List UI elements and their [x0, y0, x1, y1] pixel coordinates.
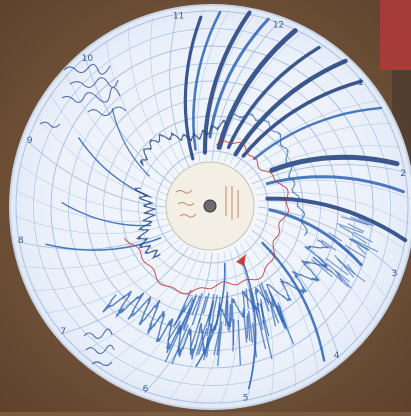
rim-number: 11: [173, 11, 184, 21]
rim-number: 3: [391, 269, 397, 279]
red-object-corner: [380, 0, 411, 70]
ink-scribble: [227, 292, 228, 330]
rim-number: 8: [18, 236, 24, 246]
rim-number: 6: [143, 385, 149, 395]
rim-number: 2: [400, 169, 406, 179]
rim-number: 12: [273, 20, 284, 30]
rim-number: 9: [27, 136, 33, 146]
rim-number: 10: [82, 54, 94, 64]
rim-number: 7: [60, 327, 66, 337]
rim-number: 4: [334, 351, 340, 361]
center-hole: [204, 200, 216, 212]
rim-number: 5: [243, 394, 249, 404]
